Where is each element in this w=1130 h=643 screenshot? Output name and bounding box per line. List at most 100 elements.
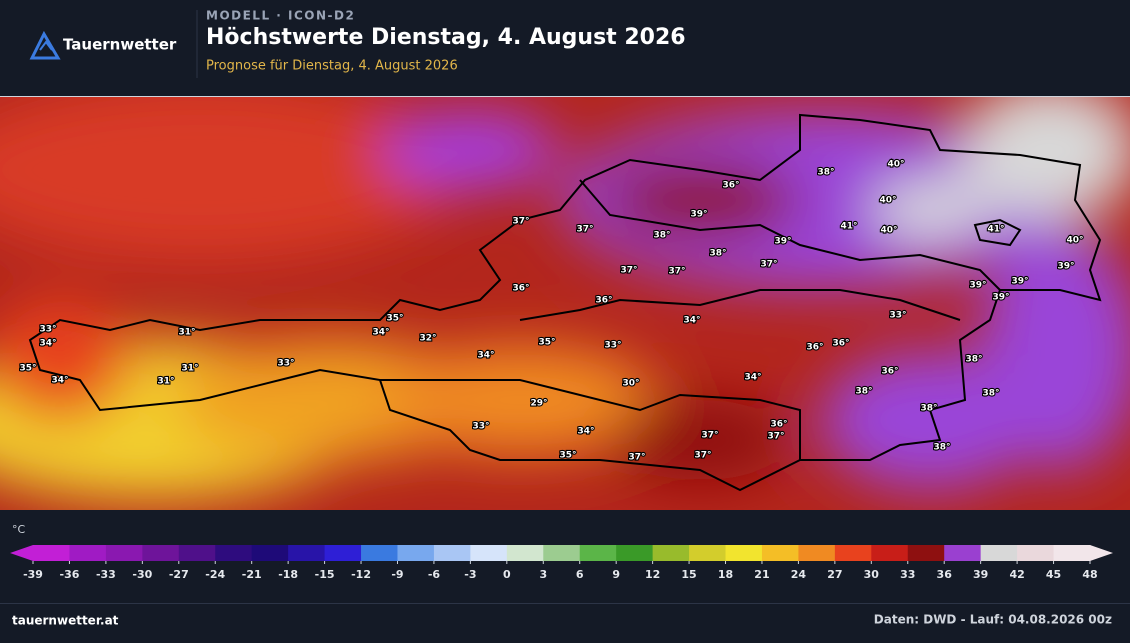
legend-tick-label: -21 xyxy=(242,568,262,581)
temp-label: 36° xyxy=(881,367,898,377)
legend-tick-label: 24 xyxy=(791,568,807,581)
temp-label: 33° xyxy=(39,325,56,335)
temp-label: 38° xyxy=(982,389,999,399)
legend-swatch xyxy=(251,545,289,561)
temp-label: 39° xyxy=(1057,262,1074,272)
temp-label: 35° xyxy=(538,338,555,348)
temp-label: 36° xyxy=(770,420,787,430)
temp-label: 38° xyxy=(653,231,670,241)
legend-swatch xyxy=(69,545,107,561)
temp-label: 37° xyxy=(701,431,718,441)
temp-label: 36° xyxy=(512,284,529,294)
temp-label: 34° xyxy=(39,339,56,349)
temp-label: 41° xyxy=(840,222,857,232)
legend-tick-label: 30 xyxy=(864,568,880,581)
temp-label: 40° xyxy=(887,160,904,170)
legend-tick-label: -9 xyxy=(391,568,403,581)
legend-swatch xyxy=(652,545,690,561)
source: Daten: DWD - Lauf: 04.08.2026 00z xyxy=(874,613,1112,627)
legend-tick-label: -30 xyxy=(132,568,152,581)
temp-label: 36° xyxy=(832,339,849,349)
model: MODELL · ICON-D2 xyxy=(206,9,355,23)
legend-swatch xyxy=(324,545,362,561)
temp-label: 39° xyxy=(1011,277,1028,287)
legend-tick-label: 33 xyxy=(900,568,915,581)
temp-label: 38° xyxy=(709,249,726,259)
temp-label: 30° xyxy=(622,379,639,389)
legend-swatch xyxy=(33,545,70,561)
temp-label: 34° xyxy=(51,376,68,386)
temp-label: 34° xyxy=(577,427,594,437)
borders xyxy=(28,113,1102,492)
temp-label: 33° xyxy=(472,422,489,432)
temp-label: 37° xyxy=(760,260,777,270)
temp-label: 32° xyxy=(419,334,436,344)
logo-peak xyxy=(39,40,53,51)
legend-swatch xyxy=(178,545,216,561)
legend-tick-label: 21 xyxy=(754,568,769,581)
site[interactable]: tauernwetter.at xyxy=(12,614,119,628)
temp-label: 37° xyxy=(576,225,593,235)
legend-swatch xyxy=(798,545,836,561)
temp-label: 33° xyxy=(604,341,621,351)
legend-swatch xyxy=(105,545,143,561)
temp-label: 31° xyxy=(178,328,195,338)
legend-swatch xyxy=(142,545,180,561)
temp-label: 34° xyxy=(477,351,494,361)
temp-label: 34° xyxy=(372,328,389,338)
legend-tick-label: -39 xyxy=(23,568,43,581)
temperature-field xyxy=(0,97,1130,500)
legend-tick-label: 3 xyxy=(539,568,547,581)
temp-label: 34° xyxy=(683,316,700,326)
legend-tick-label: -15 xyxy=(315,568,335,581)
temp-label: 38° xyxy=(965,355,982,365)
legend-swatch xyxy=(543,545,581,561)
temp-label: 36° xyxy=(722,181,739,191)
temp-label: 36° xyxy=(595,296,612,306)
logo xyxy=(29,30,61,60)
legend-swatch xyxy=(689,545,727,561)
legend-unit: °C xyxy=(12,523,26,536)
temp-label: 38° xyxy=(933,443,950,453)
legend-tick-label: -27 xyxy=(169,568,189,581)
legend-tick-label: -33 xyxy=(96,568,116,581)
legend-tick-label: 6 xyxy=(576,568,584,581)
brand[interactable]: Tauernwetter xyxy=(63,36,177,54)
temp-label: 35° xyxy=(559,451,576,461)
temp-label: 39° xyxy=(992,293,1009,303)
temp-label: 35° xyxy=(19,364,36,374)
legend-tick-label: -18 xyxy=(278,568,298,581)
subtitle: Prognose für Dienstag, 4. August 2026 xyxy=(206,59,458,74)
legend-swatch xyxy=(397,545,435,561)
legend-swatch xyxy=(288,545,326,561)
legend-swatch xyxy=(616,545,654,561)
legend-tick-label: 42 xyxy=(1009,568,1024,581)
legend-swatch xyxy=(1053,545,1091,561)
temp-label: 37° xyxy=(668,267,685,277)
temp-label: 31° xyxy=(157,377,174,387)
legend-tick-label: 48 xyxy=(1082,568,1097,581)
legend-swatch xyxy=(579,545,617,561)
legend-tick-label: 18 xyxy=(718,568,733,581)
temp-label: 37° xyxy=(628,453,645,463)
temp-label: 38° xyxy=(817,168,834,178)
temp-label: 39° xyxy=(690,210,707,220)
map xyxy=(0,97,1130,510)
legend-swatch xyxy=(215,545,253,561)
legend-swatch xyxy=(506,545,544,561)
legend-arrow-right xyxy=(1090,545,1113,561)
legend-tick-label: 39 xyxy=(973,568,988,581)
temp-label: 39° xyxy=(969,281,986,291)
temp-label: 37° xyxy=(512,217,529,227)
temp-label: 39° xyxy=(774,237,791,247)
legend-swatch xyxy=(1017,545,1055,561)
legend-tick-label: -12 xyxy=(351,568,371,581)
legend-tick-label: 15 xyxy=(681,568,696,581)
temp-label: 37° xyxy=(620,266,637,276)
legend-tick-label: 9 xyxy=(612,568,620,581)
legend-tick-label: -24 xyxy=(205,568,225,581)
temp-label: 40° xyxy=(1066,236,1083,246)
legend-swatch xyxy=(871,545,909,561)
